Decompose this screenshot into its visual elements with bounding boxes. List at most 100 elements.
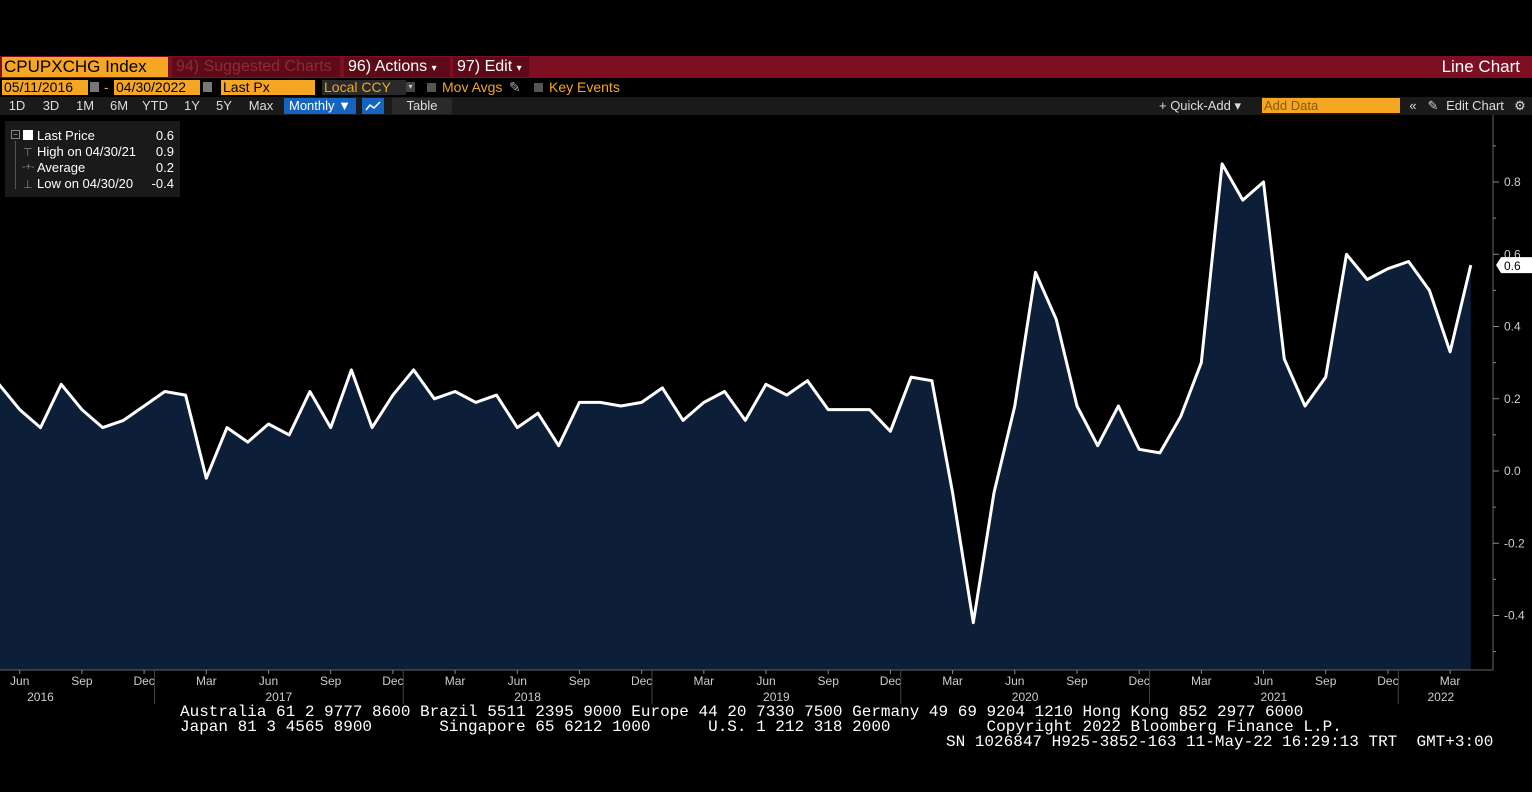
- period-1d-button[interactable]: 1D: [8, 98, 26, 113]
- x-tick-label: Jun: [756, 674, 775, 688]
- x-tick-label: Sep: [1315, 674, 1337, 688]
- period-ytd-button[interactable]: YTD: [142, 98, 168, 113]
- collapse-icon[interactable]: «: [1409, 98, 1417, 113]
- chevron-down-icon[interactable]: ▾: [406, 82, 415, 92]
- footer-contacts: Australia 61 2 9777 8600 Brazil 5511 239…: [180, 703, 1304, 721]
- currency-select[interactable]: Local CCY: [322, 80, 406, 95]
- chevron-down-icon: ▾: [431, 63, 437, 74]
- x-tick-label: Jun: [259, 674, 278, 688]
- period-bar: 1D 3D 1M 6M YTD 1Y 5Y Max Monthly ▼ Tabl…: [0, 97, 1532, 115]
- legend-swatch: [23, 130, 33, 140]
- x-year-label: 2016: [27, 690, 54, 704]
- legend-value: 0.6: [155, 128, 174, 143]
- average-icon: -+-: [22, 162, 35, 173]
- mov-avgs-checkbox[interactable]: [427, 83, 436, 92]
- y-tick-label: 0.0: [1504, 464, 1521, 478]
- chart-style-button[interactable]: [362, 98, 384, 114]
- gear-icon[interactable]: ⚙: [1514, 98, 1526, 113]
- x-year-label: 2022: [1427, 690, 1454, 704]
- legend-label: High on 04/30/21: [37, 144, 137, 159]
- y-tick-label: 0.2: [1504, 392, 1521, 406]
- last-price-label: 0.6: [1504, 259, 1521, 273]
- footer-copyright: Japan 81 3 4565 8900 Singapore 65 6212 1…: [180, 718, 1342, 736]
- high-icon: ⊤: [23, 147, 33, 159]
- calendar-icon[interactable]: [203, 82, 212, 92]
- edit-label: 97) Edit: [457, 58, 513, 75]
- edit-chart-button[interactable]: Edit Chart: [1446, 98, 1504, 113]
- frequency-select[interactable]: Monthly ▼: [284, 98, 356, 114]
- period-1y-button[interactable]: 1Y: [184, 98, 200, 113]
- actions-menu[interactable]: 96) Actions ▾: [344, 57, 450, 77]
- actions-label: 96) Actions: [348, 58, 428, 75]
- calendar-icon[interactable]: [90, 82, 99, 92]
- x-tick-label: Mar: [693, 674, 714, 688]
- y-tick-label: -0.2: [1504, 536, 1525, 550]
- date-dash: -: [104, 79, 109, 95]
- x-tick-label: Dec: [880, 674, 901, 688]
- x-tick-label: Dec: [631, 674, 652, 688]
- period-3d-button[interactable]: 3D: [42, 98, 60, 113]
- x-tick-label: Jun: [1005, 674, 1024, 688]
- last-price-marker: [1496, 257, 1532, 274]
- low-icon: ⊥: [23, 179, 33, 191]
- x-tick-label: Sep: [71, 674, 93, 688]
- x-tick-label: Sep: [818, 674, 840, 688]
- x-tick-label: Jun: [10, 674, 29, 688]
- collapse-legend-icon[interactable]: −: [11, 130, 20, 139]
- key-events-checkbox[interactable]: [534, 83, 543, 92]
- footer-serial: SN 1026847 H925-3852-163 11-May-22 16:29…: [946, 733, 1494, 751]
- x-tick-label: Mar: [942, 674, 963, 688]
- chevron-down-icon: ▾: [516, 63, 522, 74]
- end-date-input[interactable]: 04/30/2022: [114, 80, 200, 95]
- area-fill: [0, 163, 1471, 670]
- y-tick-label: 0.4: [1504, 320, 1521, 334]
- period-max-button[interactable]: Max: [248, 98, 274, 113]
- period-6m-button[interactable]: 6M: [109, 98, 129, 113]
- x-year-label: 2018: [514, 690, 541, 704]
- line-chart-icon: [365, 101, 381, 111]
- x-tick-label: Mar: [445, 674, 466, 688]
- suggested-charts-button[interactable]: 94) Suggested Charts: [172, 57, 340, 77]
- legend-label: Low on 04/30/20: [37, 176, 134, 191]
- chart-type-title: Line Chart: [1441, 57, 1520, 76]
- pencil-icon[interactable]: ✎: [509, 79, 521, 95]
- legend-value: -0.4: [151, 176, 174, 191]
- x-tick-label: Sep: [569, 674, 591, 688]
- x-tick-label: Jun: [1254, 674, 1273, 688]
- legend-value: 0.9: [155, 144, 174, 159]
- add-data-input[interactable]: Add Data: [1262, 98, 1400, 113]
- x-tick-label: Dec: [133, 674, 154, 688]
- legend-value: 0.2: [155, 160, 174, 175]
- legend-label: Average: [37, 160, 86, 175]
- x-tick-label: Dec: [1377, 674, 1398, 688]
- period-5y-button[interactable]: 5Y: [216, 98, 232, 113]
- ticker-field[interactable]: CPUPXCHG Index: [2, 57, 168, 77]
- x-tick-label: Dec: [382, 674, 403, 688]
- series-line: [0, 162, 1473, 625]
- pencil-icon: ✎: [1427, 98, 1439, 113]
- table-button[interactable]: Table: [392, 98, 452, 114]
- edit-menu[interactable]: 97) Edit ▾: [453, 57, 529, 77]
- key-events-label: Key Events: [549, 79, 620, 95]
- x-tick-label: Dec: [1128, 674, 1149, 688]
- settings-row: 05/11/2016 - 04/30/2022 Last Px Local CC…: [0, 79, 1532, 96]
- tree-lines: [15, 141, 16, 189]
- quick-add-button[interactable]: + Quick-Add ▾: [1158, 98, 1242, 113]
- x-year-label: 2019: [763, 690, 790, 704]
- x-tick-label: Mar: [1191, 674, 1212, 688]
- price-field-select[interactable]: Last Px: [221, 80, 315, 95]
- y-tick-label: 0.8: [1504, 175, 1521, 189]
- x-year-label: 2020: [1012, 690, 1039, 704]
- mov-avgs-label: Mov Avgs: [442, 79, 503, 95]
- x-tick-label: Mar: [196, 674, 217, 688]
- period-1m-button[interactable]: 1M: [75, 98, 95, 113]
- x-year-label: 2017: [266, 690, 293, 704]
- x-tick-label: Mar: [1440, 674, 1461, 688]
- line-chart: 0.8 0.6 0.4 0.2 0.0 -0.2 -0.4 0.6 Jun Sep Dec Mar Ju…: [0, 115, 1532, 704]
- x-tick-label: Jun: [508, 674, 527, 688]
- legend-label: Last Price: [37, 128, 95, 143]
- y-tick-label: -0.4: [1504, 609, 1525, 623]
- start-date-input[interactable]: 05/11/2016: [2, 80, 88, 95]
- x-tick-label: Sep: [320, 674, 342, 688]
- x-tick-label: Sep: [1066, 674, 1088, 688]
